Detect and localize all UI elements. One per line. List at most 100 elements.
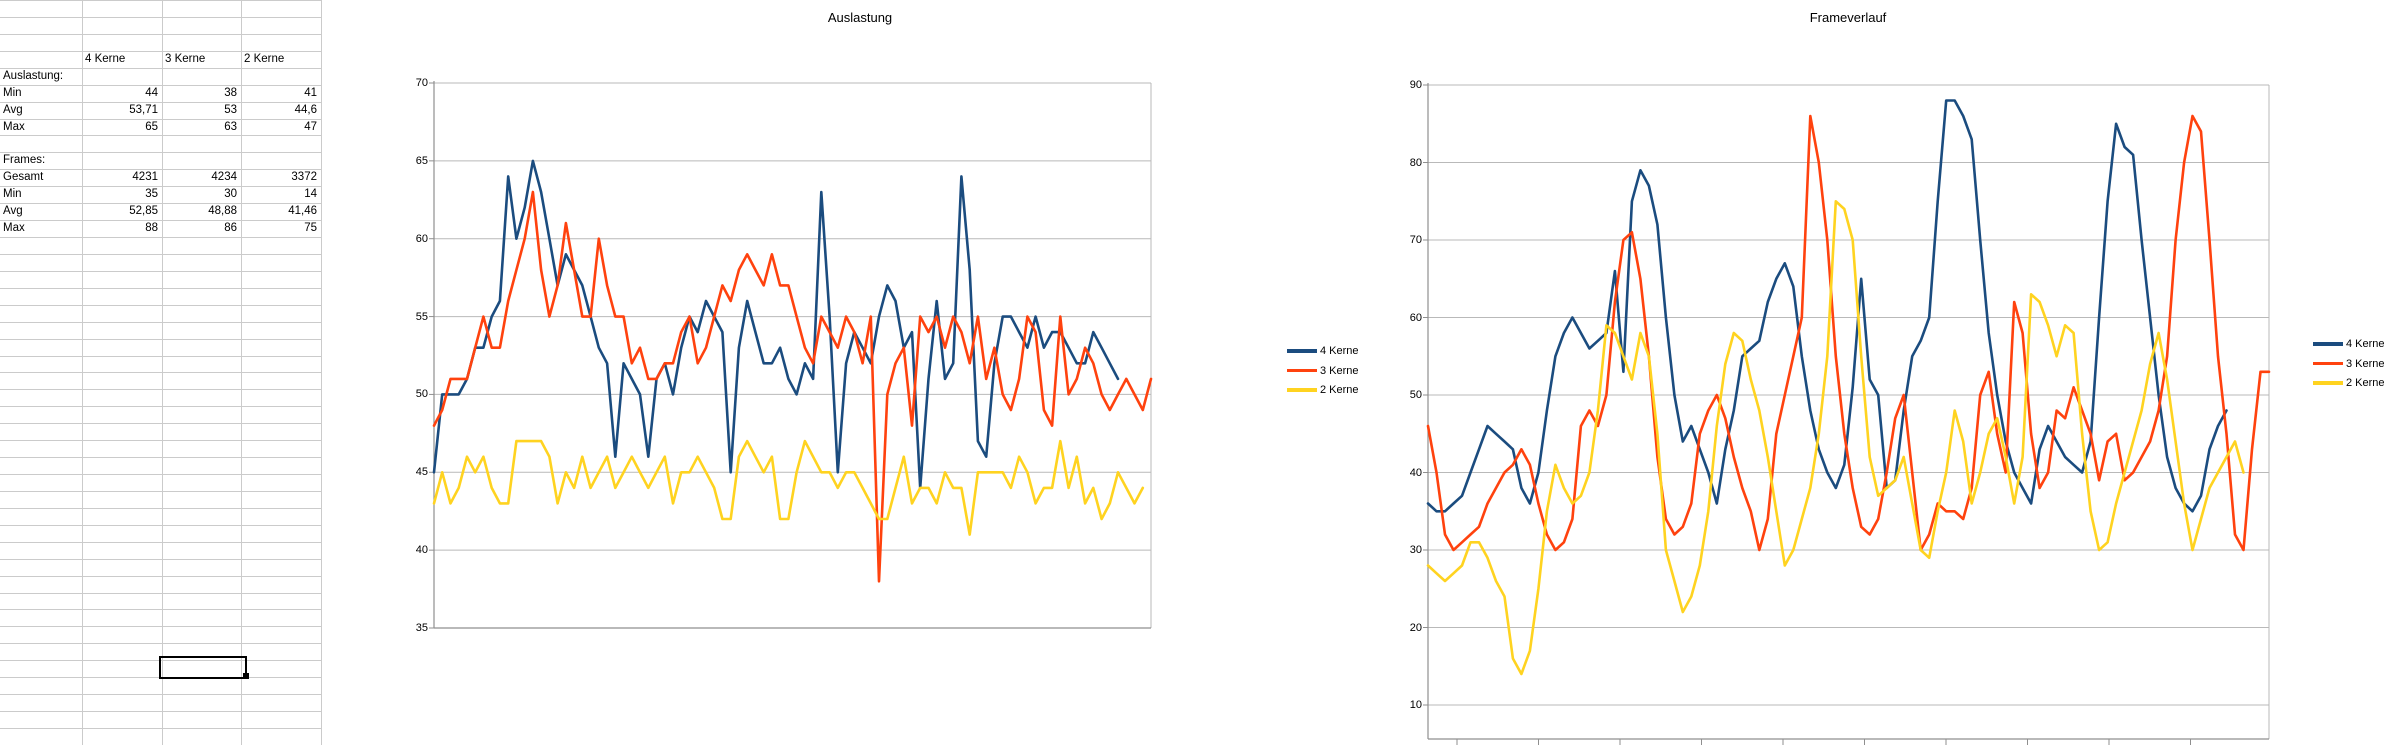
- sheet-cell[interactable]: 52,85: [129, 205, 158, 218]
- sheet-cell[interactable]: 4234: [211, 171, 237, 184]
- sheet-row-gridline: [0, 372, 321, 374]
- sheet-row-gridline: [0, 423, 321, 425]
- sheet-row-gridline: [0, 186, 321, 188]
- selection-fill-handle[interactable]: [243, 673, 249, 679]
- sheet-cell[interactable]: 38: [224, 86, 237, 99]
- y-axis-label-55: 55: [415, 310, 428, 323]
- sheet-cell[interactable]: Min: [3, 86, 22, 99]
- sheet-row-gridline: [0, 169, 321, 171]
- legend-label: 4 Kerne: [2346, 338, 2385, 350]
- sheet-cell[interactable]: Auslastung:: [3, 69, 64, 82]
- sheet-cell[interactable]: 4231: [132, 171, 158, 184]
- sheet-cell[interactable]: 14: [304, 188, 317, 201]
- legend-entry-4-kerne[interactable]: 4 Kerne: [1287, 341, 1359, 361]
- sheet-cell[interactable]: 41,46: [288, 205, 317, 218]
- selected-cell[interactable]: [159, 656, 247, 679]
- legend-entry-2-kerne[interactable]: 2 Kerne: [1287, 380, 1359, 400]
- legend-line-swatch: [2313, 361, 2343, 366]
- y-axis-label-30: 30: [1409, 544, 1422, 556]
- sheet-row-gridline: [0, 389, 321, 391]
- sheet-row-gridline: [0, 626, 321, 628]
- sheet-cell[interactable]: 65: [145, 120, 158, 133]
- sheet-cell[interactable]: Frames:: [3, 154, 46, 167]
- sheet-cell[interactable]: Gesamt: [3, 171, 44, 184]
- sheet-cell[interactable]: Avg: [3, 205, 23, 218]
- sheet-cell[interactable]: 44: [145, 86, 158, 99]
- sheet-cell[interactable]: 63: [224, 120, 237, 133]
- sheet-cell[interactable]: 41: [304, 86, 317, 99]
- sheet-cell[interactable]: 53,71: [129, 103, 158, 116]
- sheet-cell[interactable]: 30: [224, 188, 237, 201]
- series-line-2-kerne: [432, 439, 1145, 536]
- y-axis-label-10: 10: [1409, 699, 1422, 711]
- sheet-row-gridline: [0, 84, 321, 86]
- sheet-row-gridline: [0, 440, 321, 442]
- y-axis-label-60: 60: [415, 232, 428, 245]
- sheet-row-gridline: [0, 152, 321, 154]
- sheet-cell[interactable]: 47: [304, 120, 317, 133]
- y-axis-label-20: 20: [1409, 621, 1422, 634]
- y-axis-label-80: 80: [1409, 156, 1422, 169]
- sheet-row-gridline: [0, 355, 321, 357]
- sheet-row-gridline: [0, 575, 321, 577]
- sheet-cell[interactable]: 2 Kerne: [244, 52, 285, 65]
- sheet-col-gridline: [321, 0, 322, 745]
- series-line-2-kerne: [1426, 200, 2245, 676]
- legend-line-swatch: [2313, 381, 2343, 385]
- sheet-row-gridline: [0, 67, 321, 69]
- sheet-col-gridline: [241, 0, 242, 745]
- sheet-row-gridline: [0, 16, 321, 18]
- sheet-row-gridline: [0, 507, 321, 509]
- sheet-row-gridline: [0, 135, 321, 137]
- chart-title-auslastung: Auslastung: [827, 10, 893, 25]
- y-axis-label-40: 40: [415, 544, 428, 557]
- sheet-cell[interactable]: 88: [145, 222, 158, 235]
- sheet-row-gridline: [0, 118, 321, 120]
- sheet-col-gridline: [82, 0, 83, 745]
- legend-entry-3-kerne[interactable]: 3 Kerne: [1287, 361, 1359, 381]
- legend-line-swatch: [1287, 388, 1317, 392]
- sheet-row-gridline: [0, 321, 321, 323]
- sheet-row-gridline: [0, 287, 321, 289]
- sheet-cell[interactable]: 3 Kerne: [165, 52, 206, 65]
- sheet-cell[interactable]: 86: [224, 222, 237, 235]
- legend-entry-2-kerne[interactable]: 2 Kerne: [2313, 373, 2385, 393]
- legend-entry-3-kerne[interactable]: 3 Kerne: [2313, 354, 2385, 374]
- series-line-4-kerne: [1426, 99, 2228, 513]
- series-line-3-kerne: [1426, 114, 2271, 552]
- sheet-cell[interactable]: 35: [145, 188, 158, 201]
- chart-title-frameverlauf: Frameverlauf: [1809, 10, 1887, 25]
- legend-line-swatch: [2313, 342, 2343, 346]
- sheet-cell[interactable]: Max: [3, 120, 25, 133]
- sheet-cell[interactable]: 44,6: [294, 103, 317, 116]
- sheet-row-gridline: [0, 643, 321, 645]
- sheet-row-gridline: [0, 490, 321, 492]
- legend-label: 4 Kerne: [1320, 345, 1359, 357]
- y-axis-label-45: 45: [415, 466, 428, 479]
- sheet-cell[interactable]: Max: [3, 222, 25, 235]
- sheet-row-gridline: [0, 203, 321, 205]
- sheet-row-gridline: [0, 457, 321, 459]
- legend-entry-4-kerne[interactable]: 4 Kerne: [2313, 334, 2385, 354]
- sheet-cell[interactable]: 4 Kerne: [85, 52, 126, 65]
- sheet-cell[interactable]: 3372: [291, 171, 317, 184]
- sheet-col-gridline: [162, 0, 163, 745]
- legend-label: 3 Kerne: [1320, 364, 1359, 377]
- series-line-4-kerne: [432, 159, 1120, 490]
- sheet-row-gridline: [0, 304, 321, 306]
- sheet-cell[interactable]: 48,88: [208, 205, 237, 218]
- sheet-cell[interactable]: 75: [304, 222, 317, 235]
- sheet-cell[interactable]: Avg: [3, 103, 23, 116]
- y-axis-label-65: 65: [415, 154, 428, 167]
- y-axis-label-50: 50: [1409, 389, 1422, 401]
- legend-label: 3 Kerne: [2346, 357, 2385, 370]
- legend-label: 2 Kerne: [1320, 384, 1359, 396]
- sheet-cell[interactable]: Min: [3, 188, 22, 201]
- sheet-row-gridline: [0, 220, 321, 222]
- sheet-cell[interactable]: 53: [224, 103, 237, 116]
- sheet-row-gridline: [0, 474, 321, 476]
- sheet-row-gridline: [0, 253, 321, 255]
- sheet-row-gridline: [0, 727, 321, 729]
- sheet-row-gridline: [0, 406, 321, 408]
